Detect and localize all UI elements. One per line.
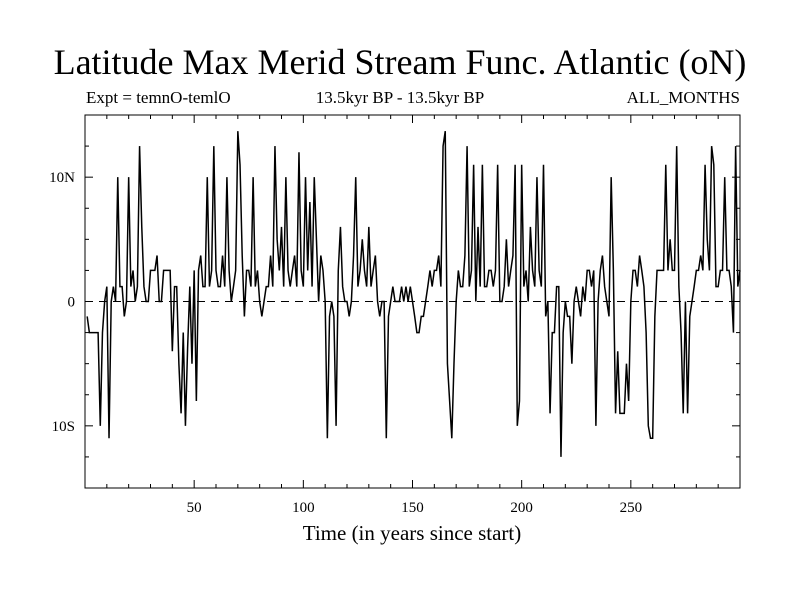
months-label: ALL_MONTHS — [626, 88, 740, 107]
y-tick-label: 0 — [68, 295, 76, 311]
y-tick-label: 10S — [52, 419, 75, 435]
x-tick-label: 50 — [187, 500, 202, 516]
y-tick-label: 10N — [49, 170, 75, 186]
series-line — [86, 131, 741, 457]
x-tick-label: 200 — [510, 500, 533, 516]
x-tick-label: 150 — [401, 500, 424, 516]
period-label: 13.5kyr BP - 13.5kyr BP — [315, 88, 485, 107]
x-axis-title: Time (in years since start) — [303, 521, 522, 545]
axis-tick-labels: 50 100 150 200 250 10N 0 10S — [49, 170, 642, 516]
x-tick-label: 100 — [292, 500, 315, 516]
experiment-label: Expt = temnO-temlO — [86, 88, 231, 107]
x-tick-label: 250 — [620, 500, 643, 516]
chart-title: Latitude Max Merid Stream Func. Atlantic… — [53, 42, 747, 82]
